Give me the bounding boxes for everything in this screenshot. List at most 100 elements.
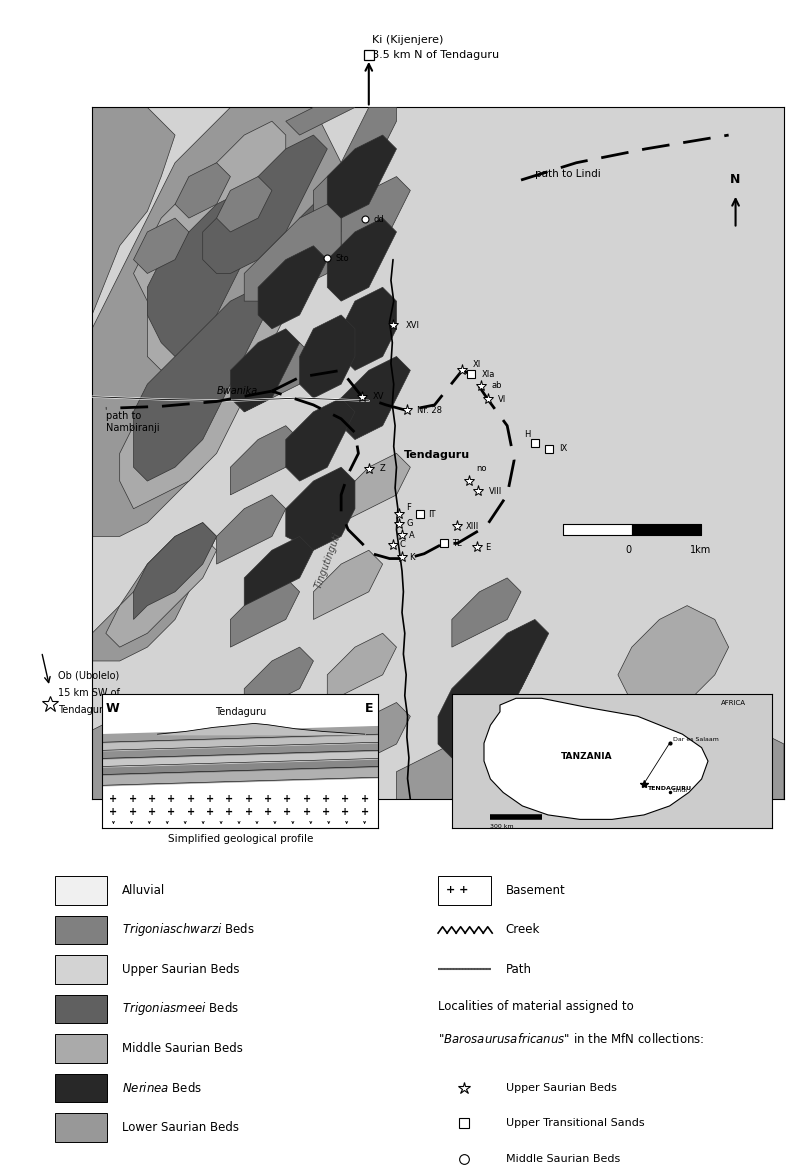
Text: Simplified geological profile: Simplified geological profile: [168, 834, 313, 844]
Text: Ob (Ubolelo): Ob (Ubolelo): [58, 670, 119, 680]
Text: Lindi: Lindi: [673, 789, 688, 793]
Polygon shape: [646, 730, 784, 799]
Polygon shape: [341, 177, 410, 260]
Bar: [54, 876, 107, 904]
Text: XI: XI: [473, 360, 481, 370]
Polygon shape: [327, 633, 397, 702]
Text: +: +: [361, 807, 369, 817]
Text: Tingutinguti: Tingutinguti: [314, 531, 343, 590]
Text: Upper Saurian Beds: Upper Saurian Beds: [506, 1083, 617, 1093]
Text: A: A: [409, 530, 414, 539]
Text: Lower Saurian Beds: Lower Saurian Beds: [122, 1121, 239, 1134]
Text: +: +: [148, 793, 156, 804]
Text: Localities of material assigned to: Localities of material assigned to: [438, 1000, 634, 1013]
Polygon shape: [327, 218, 397, 301]
Polygon shape: [230, 329, 300, 412]
Polygon shape: [92, 523, 217, 661]
Text: TANZANIA: TANZANIA: [561, 752, 612, 762]
Polygon shape: [92, 246, 202, 405]
Text: Dar es Salaam: Dar es Salaam: [673, 737, 718, 742]
Polygon shape: [134, 218, 189, 274]
Polygon shape: [244, 205, 341, 301]
Text: G: G: [406, 519, 413, 529]
Polygon shape: [217, 495, 286, 564]
Text: W: W: [105, 702, 119, 715]
Polygon shape: [286, 398, 355, 481]
Text: Z: Z: [379, 464, 385, 473]
Text: Nambiranji: Nambiranji: [106, 424, 159, 433]
Text: ab: ab: [491, 381, 502, 390]
Polygon shape: [484, 698, 708, 819]
Text: Middle Saurian Beds: Middle Saurian Beds: [506, 1154, 620, 1164]
Polygon shape: [314, 108, 397, 218]
Text: Tendaguru: Tendaguru: [403, 449, 470, 460]
Polygon shape: [466, 647, 535, 716]
Polygon shape: [438, 619, 549, 758]
Text: +: +: [342, 793, 350, 804]
Text: 1km: 1km: [690, 545, 711, 555]
Text: path to: path to: [106, 411, 141, 421]
Text: C: C: [400, 541, 406, 549]
Text: H: H: [525, 431, 531, 439]
Bar: [54, 1113, 107, 1142]
Polygon shape: [202, 135, 327, 274]
Text: F: F: [406, 503, 411, 511]
Text: +: +: [283, 807, 291, 817]
Text: +: +: [245, 793, 253, 804]
Polygon shape: [300, 315, 355, 398]
Text: TL: TL: [452, 539, 462, 548]
Text: +: +: [206, 807, 214, 817]
Polygon shape: [258, 702, 327, 772]
Text: +: +: [264, 807, 272, 817]
Polygon shape: [314, 550, 382, 619]
Text: +: +: [186, 793, 194, 804]
Text: +: +: [245, 807, 253, 817]
Text: + +: + +: [446, 886, 468, 895]
Polygon shape: [217, 177, 272, 232]
Bar: [54, 955, 107, 984]
Text: Upper Saurian Beds: Upper Saurian Beds: [122, 963, 240, 976]
Text: XIa: XIa: [482, 370, 495, 379]
Text: +: +: [302, 807, 310, 817]
Text: Path: Path: [506, 963, 532, 976]
Text: +: +: [283, 793, 291, 804]
Polygon shape: [286, 467, 355, 550]
Text: +: +: [129, 807, 137, 817]
Polygon shape: [244, 647, 314, 716]
Text: Bwanika: Bwanika: [217, 386, 258, 397]
Polygon shape: [92, 108, 341, 536]
Text: +: +: [302, 793, 310, 804]
Text: Nr. 28: Nr. 28: [418, 406, 442, 415]
Polygon shape: [134, 288, 272, 481]
Text: +: +: [206, 793, 214, 804]
Text: XIII: XIII: [466, 522, 479, 530]
Text: Upper Transitional Sands: Upper Transitional Sands: [506, 1119, 644, 1128]
Text: +: +: [167, 807, 175, 817]
Text: +: +: [226, 807, 234, 817]
Text: E: E: [485, 543, 490, 552]
Text: +: +: [342, 807, 350, 817]
Bar: [438, 876, 490, 904]
Text: dd: dd: [374, 215, 384, 223]
Text: +: +: [129, 793, 137, 804]
Bar: [54, 1074, 107, 1102]
Text: Tendaguru: Tendaguru: [58, 706, 109, 715]
Polygon shape: [175, 163, 230, 218]
Text: +: +: [264, 793, 272, 804]
Text: +: +: [226, 793, 234, 804]
Text: "$\it{Barosaurus africanus}$" in the MfN collections:: "$\it{Barosaurus africanus}$" in the MfN…: [438, 1032, 705, 1046]
Text: Basement: Basement: [506, 883, 566, 897]
Polygon shape: [134, 523, 217, 619]
Polygon shape: [244, 536, 314, 606]
Text: AFRICA: AFRICA: [721, 700, 746, 706]
Text: E: E: [364, 702, 373, 715]
Text: no: no: [476, 464, 486, 473]
Polygon shape: [244, 343, 314, 412]
Text: Creek: Creek: [506, 923, 540, 936]
Text: TENDAGURU: TENDAGURU: [647, 786, 691, 791]
Text: +: +: [110, 807, 118, 817]
Polygon shape: [106, 536, 217, 647]
Text: VIII: VIII: [489, 487, 502, 496]
Polygon shape: [286, 108, 355, 135]
Polygon shape: [134, 122, 286, 371]
